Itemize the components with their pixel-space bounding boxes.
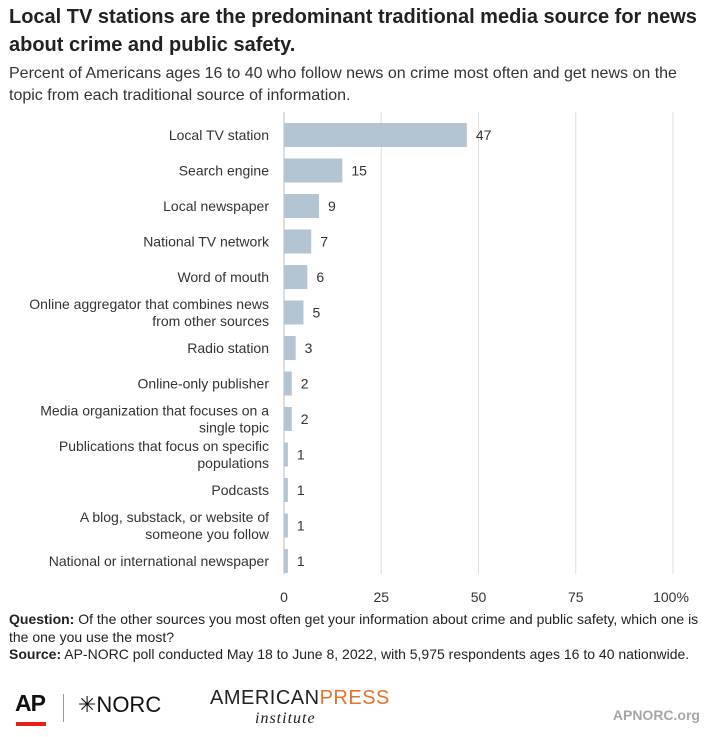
bar — [284, 300, 304, 325]
bar — [284, 371, 292, 396]
bar — [284, 229, 312, 254]
category-label: A blog, substack, or website of — [80, 509, 269, 525]
category-label: from other sources — [152, 313, 269, 329]
data-label: 3 — [305, 340, 313, 356]
category-label: National TV network — [143, 234, 270, 250]
category-label: Search engine — [179, 163, 270, 179]
category-label: Online aggregator that combines news — [29, 296, 269, 312]
ap-logo: AP — [15, 690, 46, 716]
category-label: National or international newspaper — [49, 553, 270, 569]
category-label: Media organization that focuses on a — [40, 403, 269, 419]
bar — [284, 407, 292, 431]
data-label: 1 — [297, 553, 305, 569]
x-tick-label: 50 — [471, 589, 487, 605]
data-label: 2 — [301, 411, 309, 427]
question-text: Of the other sources you most often get … — [9, 611, 699, 645]
category-label: Online-only publisher — [137, 376, 269, 392]
category-label: Word of mouth — [177, 269, 269, 285]
data-label: 2 — [301, 376, 309, 392]
source-note: Source: AP-NORC poll conducted May 18 to… — [9, 646, 699, 664]
bar — [284, 158, 343, 183]
category-label: single topic — [199, 420, 269, 436]
source-label: Source: — [9, 646, 62, 662]
x-tick-label: 25 — [373, 589, 389, 605]
api-logo-institute: institute — [255, 710, 316, 727]
footer: AP ✳NORC AMERICANPRESS institute APNORC.… — [0, 686, 709, 737]
data-label: 9 — [328, 198, 336, 214]
chart-title: Local TV stations are the predominant tr… — [9, 6, 697, 56]
api-logo-american: AMERICAN — [210, 687, 320, 709]
category-label: Publications that focus on specific — [59, 438, 269, 454]
data-label: 15 — [351, 163, 367, 179]
x-tick-label: 75 — [568, 589, 584, 605]
data-label: 6 — [316, 269, 324, 285]
norc-logo: ✳NORC — [78, 692, 162, 717]
api-logo-press: PRESS — [319, 687, 390, 709]
chart-notes: Question: Of the other sources you most … — [9, 611, 699, 664]
category-label: populations — [197, 455, 269, 471]
ap-logo-underline — [16, 722, 46, 726]
category-label: someone you follow — [145, 526, 270, 542]
bar — [284, 549, 288, 573]
category-label: Radio station — [187, 340, 269, 356]
data-label: 1 — [297, 447, 305, 463]
category-label: Local TV station — [169, 127, 269, 143]
bar — [284, 442, 288, 467]
data-label: 1 — [297, 518, 305, 534]
bar — [284, 336, 296, 360]
bar — [284, 265, 308, 289]
bar — [284, 513, 288, 538]
api-logo: AMERICANPRESS — [210, 687, 390, 710]
site-link[interactable]: APNORC.org — [612, 707, 700, 723]
x-tick-label: 0 — [280, 589, 288, 605]
data-label: 1 — [297, 482, 305, 498]
question-label: Question: — [9, 611, 75, 627]
category-label: Local newspaper — [163, 198, 269, 214]
bar — [284, 123, 467, 147]
bar — [284, 478, 288, 502]
x-tick-label: 100% — [653, 589, 689, 605]
question-note: Question: Of the other sources you most … — [9, 611, 699, 646]
data-label: 5 — [312, 305, 320, 321]
source-text: AP-NORC poll conducted May 18 to June 8,… — [61, 646, 690, 662]
data-label: 7 — [320, 234, 328, 250]
chart-subtitle: Percent of Americans ages 16 to 40 who f… — [9, 65, 677, 104]
data-label: 47 — [476, 127, 492, 143]
logo-divider — [63, 694, 64, 722]
category-label: Podcasts — [211, 482, 269, 498]
bar — [284, 194, 320, 218]
